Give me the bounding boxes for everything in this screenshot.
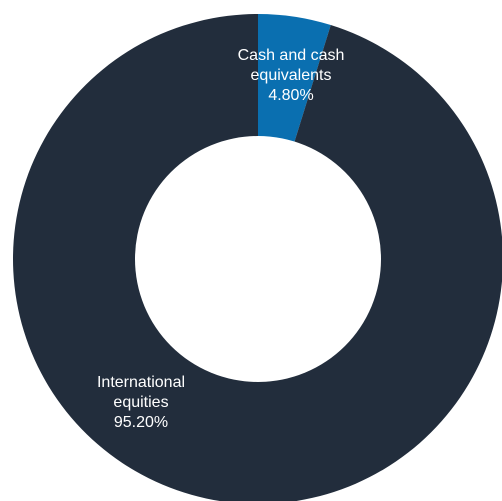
slice-value-label-1: 95.20% [114, 414, 168, 431]
slice-label-1: International equities 95.20% [97, 374, 185, 431]
slice-name-line-1-0: International [97, 374, 185, 391]
slice-name-line-1-1: equities [113, 394, 168, 411]
donut-hole [135, 136, 381, 382]
donut-labels: Cash and cash equivalents 4.80% Internation… [97, 47, 344, 431]
slice-label-0: Cash and cash equivalents 4.80% [238, 47, 345, 104]
slice-name-line-0-0: Cash and cash [238, 47, 345, 64]
slice-value-label-0: 4.80% [268, 87, 313, 104]
slice-name-line-0-1: equivalents [251, 67, 332, 84]
